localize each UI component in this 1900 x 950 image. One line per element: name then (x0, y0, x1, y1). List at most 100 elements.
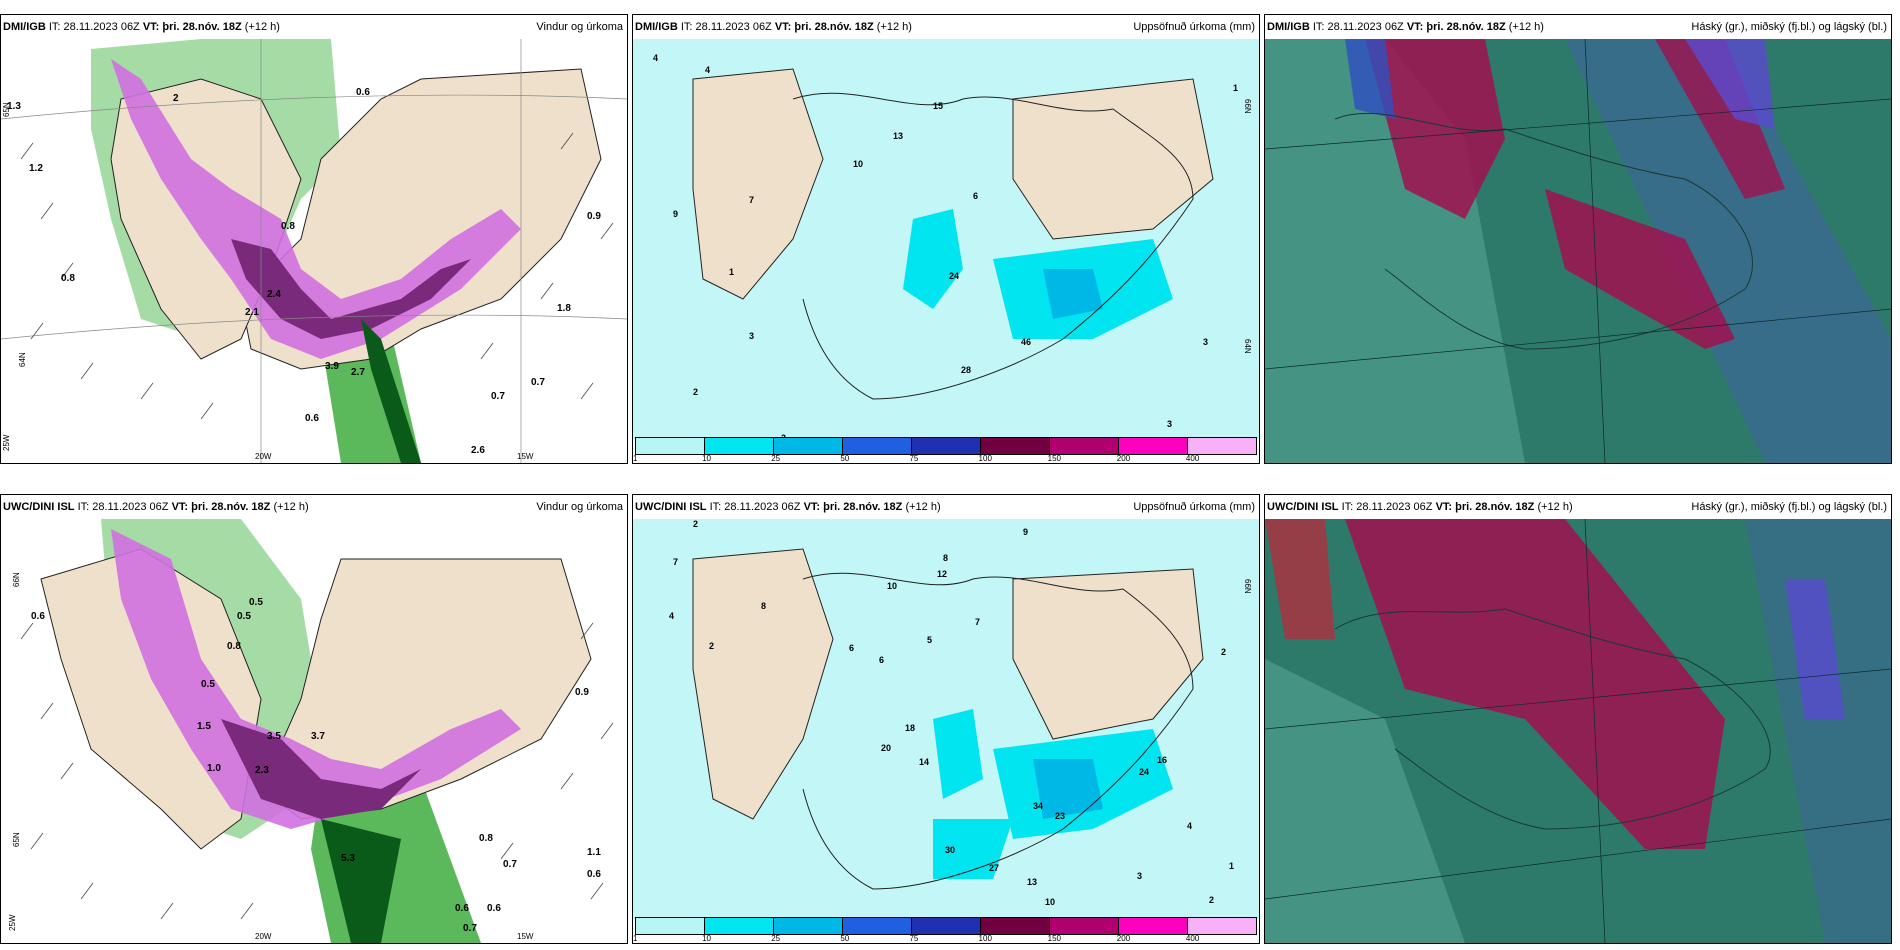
precip-value: 0.8 (227, 641, 241, 652)
panel-header: UWC/DINI ISL IT: 28.11.2023 06Z VT: þri.… (1265, 495, 1891, 519)
colorbar-cell (912, 918, 981, 934)
colorbar-label: 1 (633, 934, 638, 943)
precip-value: 2.1 (245, 307, 259, 318)
accum-value: 14 (919, 757, 929, 767)
colorbar-cell (1119, 918, 1188, 934)
lead-time: (+12 h) (1508, 21, 1544, 33)
low-cloud-area (1265, 659, 1465, 943)
lon-label-25w: 25W (2, 434, 11, 451)
accum-value: 2 (1221, 647, 1226, 657)
accum-10mm-area (933, 709, 983, 799)
accum-value: 2 (693, 387, 698, 397)
precip-value: 2.7 (351, 367, 365, 378)
accum-value: 8 (761, 601, 766, 611)
accum-value: 4 (705, 65, 710, 75)
accum-labels: 4 4 10 15 13 7 9 6 1 24 46 28 3 2 2 3 3 … (653, 53, 1238, 443)
panel-header: DMI/IGB IT: 28.11.2023 06Z VT: þri. 28.n… (1265, 15, 1891, 39)
accum-value: 30 (945, 845, 955, 855)
mid-cloud-patch (1685, 39, 1775, 129)
accum-value: 4 (669, 611, 674, 621)
axis-labels: 20W 15W 64N 65N 25W (2, 102, 534, 461)
accum-value: 1 (1229, 861, 1234, 871)
land-west (692, 548, 834, 820)
panel-uwc-accum: UWC/DINI ISL IT: 28.11.2023 06Z VT: þri.… (632, 494, 1260, 944)
precip-value: 2.6 (471, 445, 485, 456)
lon-label-15w: 15W (517, 452, 534, 461)
axis-labels: 66N 64N (1243, 99, 1252, 354)
accum-value: 6 (849, 643, 854, 653)
lat-label-64n: 64N (18, 352, 27, 367)
model-name: DMI/IGB (3, 21, 46, 33)
accum-value: 3 (1203, 337, 1208, 347)
lat-label-65n: 65N (12, 832, 21, 847)
precip-value: 0.6 (487, 903, 501, 914)
lat-label-66n: 66N (12, 572, 21, 587)
precip-value: 0.8 (61, 273, 75, 284)
accum-value: 4 (653, 53, 658, 63)
precip-value: 0.7 (491, 391, 505, 402)
coastline (1334, 112, 1753, 350)
land-iceland-west (40, 548, 262, 850)
high-cloud-band (1345, 519, 1725, 849)
accum-25mm-area (1033, 759, 1103, 819)
panel-header: DMI/IGB IT: 28.11.2023 06Z VT: þri. 28.n… (633, 15, 1259, 39)
accum-25mm-area (1043, 269, 1103, 319)
product-title: Uppsöfnuð úrkoma (mm) (1133, 21, 1255, 33)
lat-label-66n: 66N (1243, 579, 1252, 594)
colorbar-label: 75 (909, 934, 919, 943)
accum-value: 1 (729, 267, 734, 277)
product-title: Vindur og úrkoma (536, 501, 623, 513)
heavy-precip-band (111, 59, 521, 359)
valid-time: þri. 28.nóv. 18Z (823, 501, 903, 513)
intense-precip-green (321, 819, 401, 943)
precip-value: 0.8 (479, 833, 493, 844)
panel-dmi-accum: DMI/IGB IT: 28.11.2023 06Z VT: þri. 28.n… (632, 14, 1260, 464)
wind-barbs (20, 132, 614, 420)
map-accum-precip: 2 7 4 2 6 9 8 12 10 7 5 6 18 20 14 30 34… (633, 519, 1259, 943)
colorbar-label: 150 (1047, 454, 1062, 463)
coastline (802, 572, 1194, 890)
init-time: 28.11.2023 06Z (724, 501, 801, 513)
graticule (1265, 39, 1891, 463)
precip-labels: 0.6 0.5 0.8 0.5 1.5 1.0 3.5 3.7 2.3 0.5 … (31, 597, 601, 934)
colorbar-label: 400 (1185, 454, 1200, 463)
colorbar-cell (843, 438, 912, 454)
precip-value: 1.0 (207, 763, 221, 774)
lead-time: (+12 h) (876, 21, 912, 33)
colorbar-label: 50 (840, 934, 850, 943)
accum-value: 1 (1233, 83, 1238, 93)
colorbar-label: 400 (1185, 934, 1200, 943)
accum-value: 23 (1055, 811, 1065, 821)
colorbar-label: 100 (978, 454, 992, 463)
colorbar-label: 200 (1116, 934, 1131, 943)
precip-value: 0.7 (531, 377, 545, 388)
colorbar-cell (843, 918, 912, 934)
map-cloud-cover (1265, 519, 1891, 943)
high-cloud-band (1655, 39, 1785, 199)
land-west (692, 68, 824, 300)
accum-10mm-area (903, 209, 963, 309)
map-wind-precip: 1.3 2 0.6 1.2 0.8 2.4 2.1 3.9 2.7 0.6 0.… (1, 39, 627, 463)
colorbar-cell (981, 918, 1050, 934)
precip-value: 0.6 (455, 903, 469, 914)
colorbar-cell (1050, 438, 1119, 454)
accum-value: 8 (943, 553, 948, 563)
precip-value: 0.8 (281, 221, 295, 232)
high-cloud-patch (1265, 519, 1335, 639)
high-cloud-band (1365, 39, 1505, 219)
precip-value: 2.3 (255, 765, 269, 776)
valid-time: þri. 28.nóv. 18Z (191, 501, 271, 513)
colorbar-cell (1050, 918, 1119, 934)
accum-value: 4 (1187, 821, 1192, 831)
precip-value: 1.3 (7, 101, 21, 112)
accum-value: 7 (673, 557, 678, 567)
precip-value: 3.9 (325, 361, 339, 372)
lat-label-64n: 64N (1243, 339, 1252, 354)
product-title: Vindur og úrkoma (536, 21, 623, 33)
high-cloud-band (1545, 189, 1735, 349)
accum-value: 5 (927, 635, 932, 645)
precip-value: 0.6 (356, 87, 370, 98)
lon-label-20w: 20W (255, 932, 272, 941)
accum-value: 24 (949, 271, 959, 281)
accum-value: 34 (1033, 801, 1043, 811)
